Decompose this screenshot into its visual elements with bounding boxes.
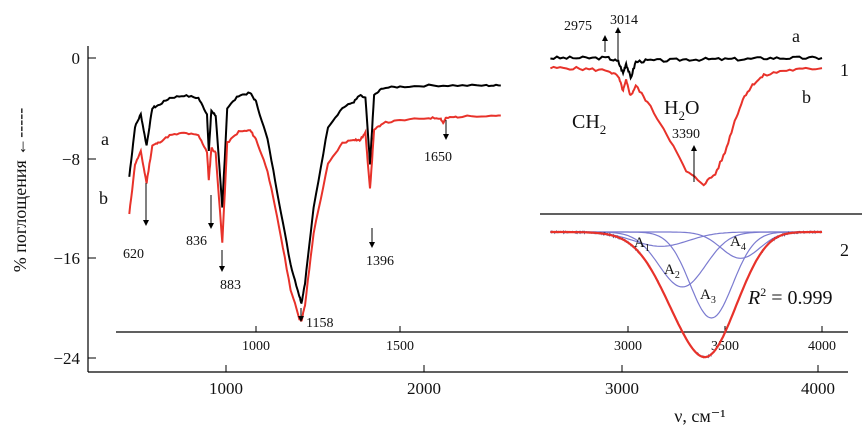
component-label-a2: A2 — [664, 262, 680, 281]
svg-text:1158: 1158 — [306, 316, 333, 331]
peak-annotation-3014: 3014 — [610, 13, 638, 60]
inner-x-tick-label-1500: 1500 — [386, 339, 414, 354]
r2-annotation: R2 = 0.999 — [747, 285, 833, 309]
peak-annotation-620: 620 — [123, 183, 149, 262]
outer-x-tick-label-1000: 1000 — [209, 379, 243, 398]
peak-annotation-836: 836 — [186, 195, 214, 249]
svg-text:620: 620 — [123, 247, 144, 262]
inset2-x-tick-label-4000: 4000 — [808, 339, 836, 354]
outer-x-tick-label-3000: 3000 — [605, 379, 639, 398]
inset1-panel-label: 1 — [840, 60, 849, 80]
y-tick-label-8: −8 — [62, 150, 80, 169]
peak-annotation-1158: 1158 — [298, 308, 333, 331]
y-tick-label-16: −16 — [53, 249, 80, 268]
band-label-ch2: CH2 — [572, 111, 606, 137]
inset2-panel-label: 2 — [840, 240, 849, 260]
peak-annotation-2975: 2975 — [564, 19, 608, 52]
peak-annotation-1650: 1650 — [424, 120, 452, 165]
component-peak-a2 — [550, 231, 822, 288]
component-label-a3: A3 — [700, 287, 716, 306]
main-series-b-line — [128, 114, 501, 323]
y-tick-label-0: 0 — [72, 49, 81, 68]
inset-panel-1: a b 1 2975 3014 CH2 H2O 3390 — [540, 13, 862, 215]
svg-text:1650: 1650 — [424, 150, 452, 165]
svg-text:3014: 3014 — [610, 13, 638, 28]
peak-annotation-1396: 1396 — [366, 228, 394, 269]
inset2-x-tick-label-3500: 3500 — [711, 339, 739, 354]
svg-text:3390: 3390 — [672, 127, 700, 142]
inset2-fit-line — [550, 230, 822, 359]
svg-text:2975: 2975 — [564, 19, 592, 34]
inset-panel-2: 3000 3500 4000 2 A1 A2 A3 A4 R2 = 0.999 — [540, 229, 849, 359]
inset1-series-b-line — [549, 65, 823, 187]
inset2-x-tick-label-3000: 3000 — [614, 339, 642, 354]
main-label-b: b — [99, 188, 108, 208]
svg-text:836: 836 — [186, 234, 207, 249]
component-label-a1: A1 — [634, 235, 650, 254]
main-label-a: a — [101, 129, 109, 149]
inner-x-tick-label-1000: 1000 — [242, 339, 270, 354]
x-axis-label: ν, см⁻¹ — [674, 406, 725, 426]
y-axis-label: % поглощения ←----- — [10, 108, 30, 272]
outer-x-tick-label-2000: 2000 — [407, 379, 441, 398]
peak-annotation-883: 883 — [219, 250, 241, 293]
svg-text:883: 883 — [220, 278, 241, 293]
main-series-a-line — [128, 83, 501, 305]
main-panel: 0 −8 −16 −24 1000 2000 3000 4000 1000 15… — [53, 46, 848, 426]
peak-annotation-3390: 3390 — [672, 127, 700, 182]
inset1-label-b: b — [802, 87, 811, 107]
inset1-label-a: a — [792, 26, 800, 46]
y-tick-label-24: −24 — [53, 349, 80, 368]
band-label-h2o: H2O — [664, 97, 699, 123]
inset1-series-a-line — [550, 55, 823, 81]
outer-x-tick-label-4000: 4000 — [801, 379, 835, 398]
component-label-a4: A4 — [730, 234, 746, 253]
svg-text:1396: 1396 — [366, 254, 394, 269]
